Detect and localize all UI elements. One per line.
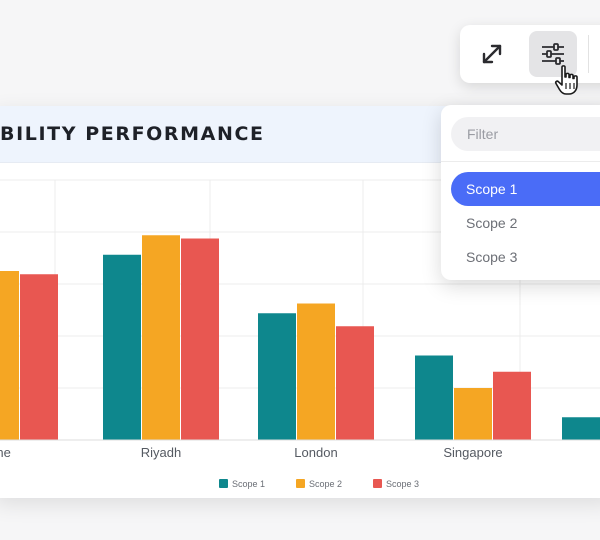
expand-button[interactable]: [468, 31, 516, 77]
x-tick-label: une: [0, 445, 11, 460]
sliders-icon: [542, 43, 564, 65]
bar-scope-1: [258, 313, 296, 440]
chart-toolbar: [460, 25, 600, 83]
expand-arrows-icon: [482, 44, 502, 64]
bar-scope-1: [103, 254, 141, 440]
filter-dropdown: Scope 1 Scope 2 Scope 3: [441, 105, 600, 280]
bar-scope-2: [142, 235, 180, 440]
legend-label: Scope 1: [232, 479, 265, 489]
filter-option-scope-1[interactable]: Scope 1: [451, 172, 600, 206]
legend-label: Scope 3: [386, 479, 419, 489]
legend-swatch: [373, 479, 382, 488]
toolbar-divider: [588, 35, 589, 73]
bar-scope-2: [0, 271, 19, 440]
x-tick-label: Riyadh: [141, 445, 181, 460]
legend-label: Scope 2: [309, 479, 342, 489]
chart-title: BILITY PERFORMANCE: [0, 123, 265, 145]
filter-search-input[interactable]: [451, 117, 600, 151]
pointer-hand-icon: [554, 65, 578, 95]
filter-option-scope-2[interactable]: Scope 2: [466, 215, 518, 231]
bar-scope-3: [181, 238, 219, 440]
legend-swatch: [296, 479, 305, 488]
x-tick-label: London: [294, 445, 337, 460]
x-tick-label: Singapore: [443, 445, 502, 460]
bar-scope-1: [415, 355, 453, 440]
bar-scope-2: [454, 388, 492, 440]
filter-button[interactable]: [529, 31, 577, 77]
bar-scope-3: [493, 371, 531, 440]
bar-scope-3: [336, 326, 374, 440]
bar-scope-2: [297, 303, 335, 440]
filter-option-scope-3[interactable]: Scope 3: [466, 249, 518, 265]
bar-scope-1: [562, 417, 600, 440]
dropdown-divider: [441, 161, 600, 162]
legend-swatch: [219, 479, 228, 488]
bar-scope-3: [20, 274, 58, 440]
